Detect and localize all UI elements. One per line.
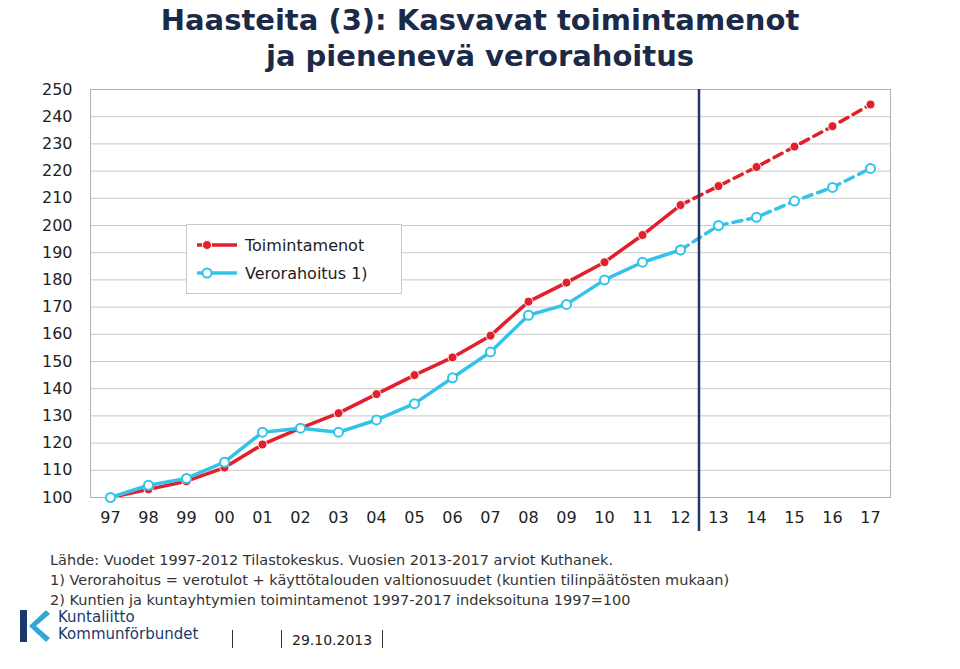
svg-text:97: 97 — [100, 508, 120, 527]
svg-text:170: 170 — [42, 297, 73, 316]
svg-text:01: 01 — [252, 508, 272, 527]
html-text:Verorahoitus 1): Verorahoitus 1) — [245, 263, 368, 283]
svg-text:15: 15 — [784, 508, 804, 527]
svg-text:250: 250 — [42, 80, 73, 99]
svg-text:17: 17 — [860, 508, 880, 527]
svg-text:13: 13 — [708, 508, 728, 527]
svg-text:240: 240 — [42, 107, 73, 126]
html-text:Toimintamenot: Toimintamenot — [245, 235, 365, 255]
svg-text:02: 02 — [290, 508, 310, 527]
svg-text:200: 200 — [42, 216, 73, 235]
svg-text:140: 140 — [42, 379, 73, 398]
svg-text:230: 230 — [42, 134, 73, 153]
svg-text:180: 180 — [42, 270, 73, 289]
html-text:2) Kuntien ja kuntayhtymien to: 2) Kuntien ja kuntayhtymien toimintameno… — [50, 592, 631, 608]
svg-text:07: 07 — [480, 508, 500, 527]
svg-text:05: 05 — [404, 508, 424, 527]
svg-text:06: 06 — [442, 508, 462, 527]
svg-text:99: 99 — [176, 508, 196, 527]
svg-text:220: 220 — [42, 161, 73, 180]
svg-text:08: 08 — [518, 508, 538, 527]
svg-text:150: 150 — [42, 352, 73, 371]
svg-text:14: 14 — [746, 508, 766, 527]
svg-text:98: 98 — [138, 508, 158, 527]
svg-text:160: 160 — [42, 324, 73, 343]
svg-text:04: 04 — [366, 508, 386, 527]
svg-text:09: 09 — [556, 508, 576, 527]
svg-text:12: 12 — [670, 508, 690, 527]
html-text:1) Verorahoitus = verotulot +: 1) Verorahoitus = verotulot + käyttötalo… — [50, 572, 730, 588]
svg-text:210: 210 — [42, 188, 73, 207]
svg-text:190: 190 — [42, 243, 73, 262]
svg-text:10: 10 — [594, 508, 614, 527]
svg-text:11: 11 — [632, 508, 652, 527]
svg-text:110: 110 — [42, 460, 73, 479]
svg-text:130: 130 — [42, 406, 73, 425]
html-text:Kuntaliitto: Kuntaliitto — [58, 608, 135, 626]
svg-text:16: 16 — [822, 508, 842, 527]
html-text:Lähde: Vuodet 1997-2012 Tilast: Lähde: Vuodet 1997-2012 Tilastokeskus. V… — [50, 552, 613, 568]
html-text:Haasteita (3): Kasvavat toimin: Haasteita (3): Kasvavat toimintamenot ja… — [160, 3, 800, 73]
svg-text:00: 00 — [214, 508, 234, 527]
html-text:Kommunförbundet: Kommunförbundet — [58, 625, 199, 643]
svg-text:100: 100 — [42, 488, 73, 507]
svg-text:03: 03 — [328, 508, 348, 527]
html-text:29.10.2013: 29.10.2013 — [292, 632, 373, 648]
svg-text:120: 120 — [42, 433, 73, 452]
